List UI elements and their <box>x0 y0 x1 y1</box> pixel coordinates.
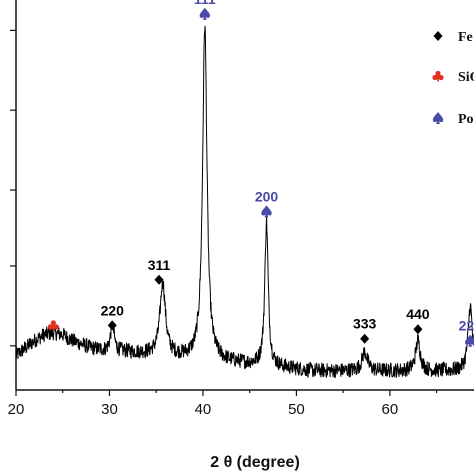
xrd-trace <box>15 25 474 379</box>
legend-label: Po <box>458 112 474 127</box>
diamond-icon <box>360 333 370 344</box>
peak-label: 220 <box>459 318 474 334</box>
legend-label: SiO <box>458 70 474 85</box>
x-tick-label: 40 <box>195 401 212 418</box>
peak-annotations: 220 311 111 200 333 440 220 <box>47 0 474 347</box>
peak-label: 220 <box>101 302 125 318</box>
peak-label: 200 <box>255 188 279 204</box>
peak-label: 333 <box>353 316 377 332</box>
peak-label: 311 <box>148 257 171 273</box>
diamond-icon <box>433 31 443 41</box>
spade-icon <box>199 7 211 20</box>
legend: Fe SiO Po <box>432 30 474 127</box>
spade-icon <box>465 334 474 347</box>
x-axis-title: 2 θ (degree) <box>210 454 300 471</box>
x-tick-label: 60 <box>382 401 399 418</box>
peak-label: 111 <box>194 0 216 7</box>
xrd-series-line <box>15 25 474 379</box>
x-tick-label: 50 <box>288 401 305 418</box>
x-tick-label: 20 <box>8 401 25 418</box>
x-tick-label: 30 <box>101 401 118 418</box>
diamond-icon <box>107 320 117 331</box>
diamond-icon <box>413 324 423 335</box>
club-icon <box>432 70 444 82</box>
axes: 20 30 40 50 60 <box>8 0 474 418</box>
legend-label: Fe <box>458 30 473 45</box>
club-icon <box>47 320 59 331</box>
peak-label: 440 <box>406 306 430 322</box>
diamond-icon <box>154 274 164 285</box>
spade-icon <box>261 205 272 218</box>
spade-icon <box>432 112 444 124</box>
